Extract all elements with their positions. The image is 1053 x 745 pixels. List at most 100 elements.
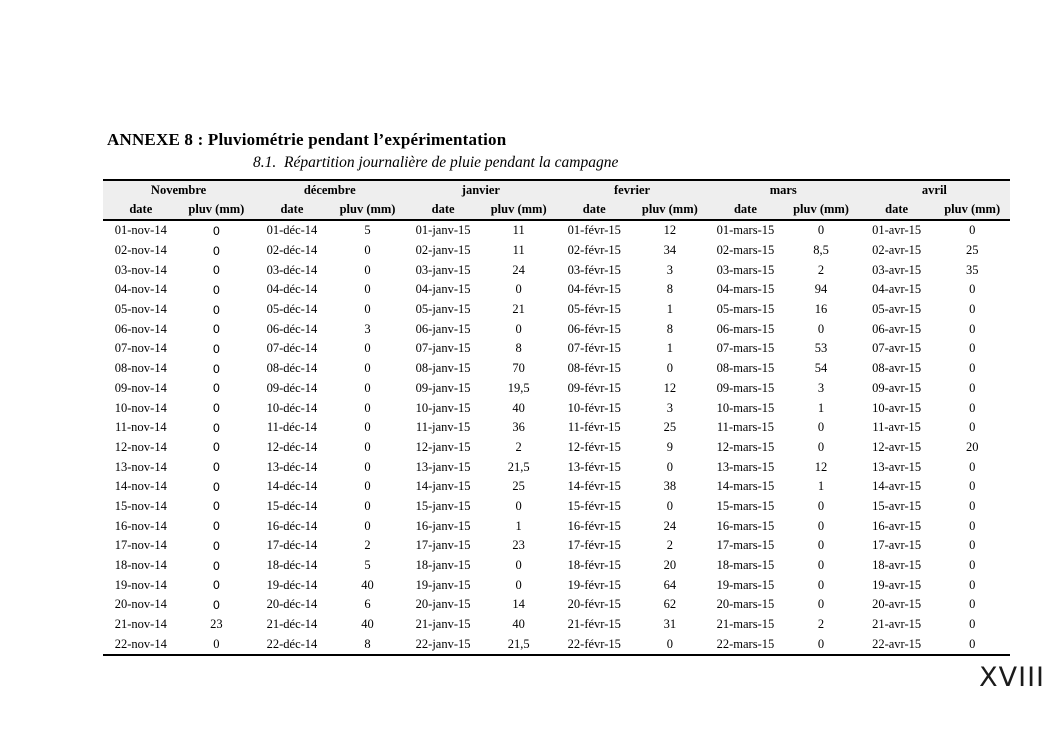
pluv-cell: 0 — [212, 322, 221, 337]
date-cell: 14-nov-14 — [114, 479, 167, 494]
date-cell: 11-janv-15 — [415, 420, 471, 435]
date-cell: 17-janv-15 — [415, 538, 471, 553]
pluv-cell: 1 — [666, 302, 673, 317]
pluv-cell: 8 — [666, 321, 673, 336]
pluv-cell: 21 — [512, 302, 525, 317]
pluv-cell: 0 — [817, 518, 825, 533]
pluv-cell: 0 — [817, 636, 825, 651]
pluv-cell: 0 — [364, 243, 371, 258]
date-cell: 13-nov-14 — [114, 459, 167, 474]
date-cell: 12-févr-15 — [567, 439, 621, 454]
pluv-cell: 21,5 — [507, 459, 530, 474]
pluv-cell: 0 — [364, 302, 371, 317]
pluv-cell: 0 — [817, 597, 825, 612]
date-cell: 12-janv-15 — [415, 439, 471, 454]
pluv-cell: 3 — [666, 400, 673, 415]
pluv-cell: 0 — [817, 223, 825, 238]
date-cell: 17-avr-15 — [872, 538, 922, 553]
date-cell: 01-déc-14 — [266, 223, 318, 238]
date-cell: 11-févr-15 — [567, 420, 621, 435]
table-row: 08-nov-14 0 08-déc-14 0 08-janv-15 70 08-févr-… — [103, 359, 1010, 379]
pluv-cell: 0 — [212, 479, 221, 494]
date-cell: 05-mars-15 — [716, 302, 775, 317]
date-cell: 21-mars-15 — [716, 617, 775, 632]
date-cell: 05-nov-14 — [114, 302, 167, 317]
date-cell: 06-janv-15 — [415, 321, 471, 336]
rain-table-head: Novembre décembre janvier fevrier mars avril d… — [103, 180, 1010, 221]
pluv-cell: 11 — [512, 243, 525, 258]
date-cell: 02-janv-15 — [415, 243, 471, 258]
date-cell: 10-nov-14 — [114, 400, 167, 415]
date-cell: 11-avr-15 — [872, 420, 921, 435]
pluv-cell: 0 — [969, 498, 976, 513]
date-cell: 15-déc-14 — [266, 498, 318, 513]
pluv-cell: 0 — [364, 282, 371, 297]
pluv-column-header: pluv (mm) — [178, 200, 255, 221]
pluv-cell: 0 — [515, 321, 522, 336]
date-cell: 16-nov-14 — [114, 518, 167, 533]
date-cell: 13-févr-15 — [567, 459, 621, 474]
date-cell: 15-févr-15 — [567, 498, 621, 513]
pluv-cell: 8 — [364, 636, 371, 651]
rain-table: Novembre décembre janvier fevrier mars avril d… — [103, 179, 1010, 657]
pluv-cell: 3 — [364, 321, 371, 336]
pluv-cell: 0 — [969, 400, 976, 415]
pluv-cell: 5 — [364, 558, 371, 573]
pluv-cell: 24 — [663, 518, 677, 533]
pluv-cell: 0 — [364, 380, 371, 395]
date-cell: 20-avr-15 — [872, 597, 922, 612]
date-cell: 09-avr-15 — [872, 380, 922, 395]
table-row: 12-nov-14 0 12-déc-14 0 12-janv-15 2 12-févr-1… — [103, 438, 1010, 458]
table-row: 10-nov-14 0 10-déc-14 0 10-janv-15 40 10-févr-… — [103, 398, 1010, 418]
table-row: 14-nov-14 0 14-déc-14 0 14-janv-15 25 14-févr-… — [103, 477, 1010, 497]
pluv-cell: 0 — [969, 479, 976, 494]
pluv-cell: 0 — [212, 243, 221, 258]
pluv-cell: 0 — [364, 262, 371, 277]
pluv-cell: 0 — [666, 361, 673, 376]
date-column-header: date — [103, 200, 179, 221]
pluv-cell: 0 — [364, 341, 371, 356]
date-cell: 06-avr-15 — [872, 321, 922, 336]
pluv-cell: 11 — [512, 223, 525, 238]
month-header: Novembre — [103, 180, 255, 200]
date-cell: 05-févr-15 — [567, 302, 621, 317]
date-cell: 03-déc-14 — [266, 262, 318, 277]
date-cell: 19-janv-15 — [415, 577, 471, 592]
date-cell: 10-mars-15 — [716, 400, 775, 415]
pluv-cell: 0 — [212, 381, 221, 396]
pluv-cell: 24 — [512, 262, 525, 277]
date-cell: 18-déc-14 — [266, 558, 318, 573]
date-cell: 06-nov-14 — [114, 321, 167, 336]
date-cell: 11-déc-14 — [266, 420, 318, 435]
date-cell: 09-mars-15 — [716, 380, 775, 395]
date-cell: 09-févr-15 — [567, 380, 621, 395]
pluv-cell: 0 — [212, 440, 221, 455]
date-cell: 12-nov-14 — [114, 439, 167, 454]
date-cell: 13-avr-15 — [872, 459, 922, 474]
table-row: 01-nov-14 0 01-déc-14 5 01-janv-15 11 01-févr-… — [103, 220, 1010, 241]
date-cell: 09-déc-14 — [266, 380, 318, 395]
pluv-cell: 0 — [212, 460, 221, 475]
pluv-cell: 0 — [817, 321, 825, 336]
date-cell: 18-avr-15 — [872, 558, 922, 573]
date-column-header: date — [556, 200, 633, 221]
date-cell: 06-févr-15 — [567, 321, 621, 336]
pluv-cell: 0 — [212, 538, 221, 553]
pluv-cell: 0 — [666, 498, 673, 513]
table-row: 06-nov-14 0 06-déc-14 3 06-janv-15 0 06-févr-1… — [103, 319, 1010, 339]
date-cell: 09-nov-14 — [114, 380, 167, 395]
date-cell: 13-déc-14 — [266, 459, 318, 474]
pluv-cell: 36 — [512, 420, 525, 435]
date-cell: 19-févr-15 — [567, 577, 621, 592]
pluv-cell: 0 — [212, 499, 221, 514]
pluv-cell: 0 — [364, 459, 371, 474]
date-cell: 08-mars-15 — [716, 361, 775, 376]
pluv-cell: 0 — [969, 302, 976, 317]
table-row: 13-nov-14 0 13-déc-14 0 13-janv-15 21,5 13-fév… — [103, 457, 1010, 477]
pluv-cell: 0 — [817, 538, 825, 553]
table-row: 20-nov-14 0 20-déc-14 6 20-janv-15 14 20-févr-… — [103, 595, 1010, 615]
pluv-cell: 0 — [817, 439, 825, 454]
table-caption: 8.1. Répartition journalière de pluie pe… — [253, 154, 619, 171]
pluv-cell: 5 — [364, 223, 371, 238]
